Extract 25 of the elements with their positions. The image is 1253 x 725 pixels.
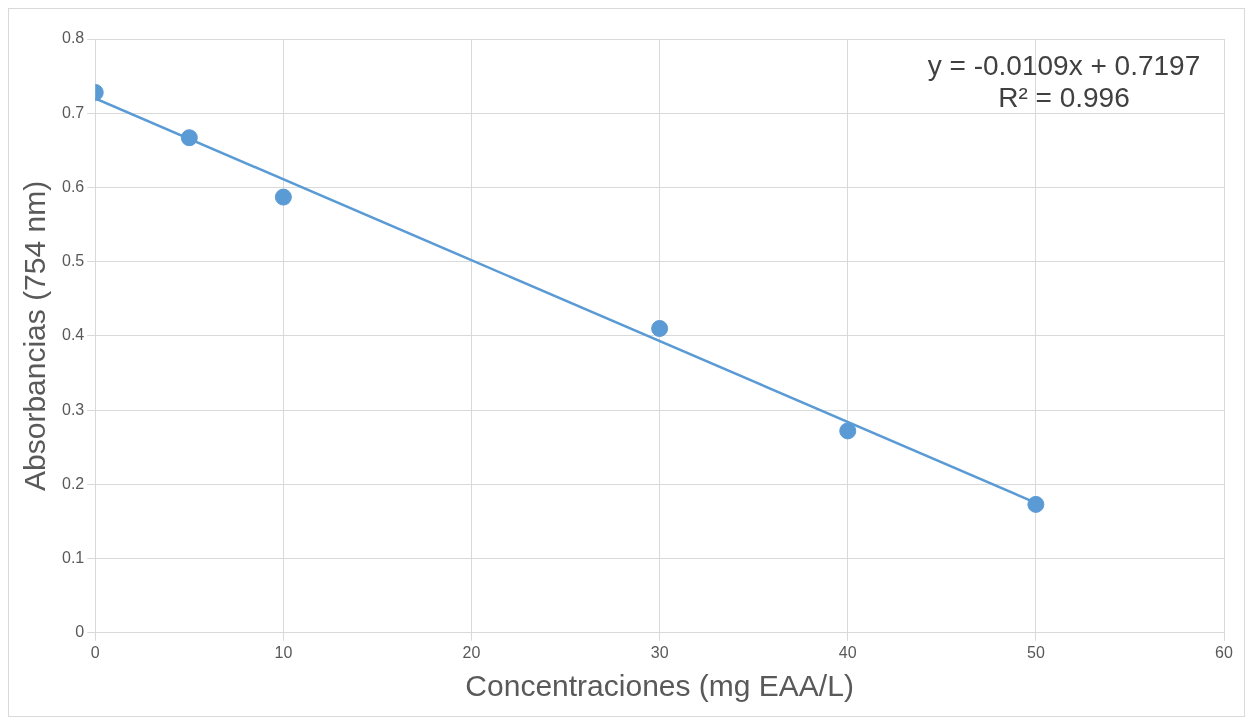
y-tick-label: 0.1 <box>61 548 85 566</box>
x-tick-label: 50 <box>1026 643 1045 661</box>
point <box>1027 495 1045 513</box>
y-tick-label: 0.4 <box>61 326 85 344</box>
x-tick-label: 0 <box>90 643 100 661</box>
y-tick-label: 0 <box>75 623 85 641</box>
y-tick-label: 0.2 <box>61 474 85 492</box>
point <box>180 129 198 147</box>
y-axis-title: Absorbancias (754 nm) <box>18 180 52 491</box>
annotation: R² = 0.996 <box>998 81 1130 113</box>
x-tick-label: 10 <box>274 643 293 661</box>
point <box>651 319 669 337</box>
x-tick-label: 20 <box>462 643 481 661</box>
x-tick-label: 40 <box>838 643 857 661</box>
y-tick-label: 0.6 <box>61 177 85 195</box>
y-tick-label: 0.5 <box>61 252 85 270</box>
x-tick-label: 30 <box>650 643 669 661</box>
point <box>839 422 857 440</box>
y-tick-label: 0.8 <box>61 29 85 47</box>
x-tick-label: 60 <box>1215 643 1233 661</box>
annotation: y = -0.0109x + 0.7197 <box>927 49 1201 81</box>
y-tick-label: 0.7 <box>61 103 85 121</box>
y-tick-label: 0.3 <box>61 400 85 418</box>
x-axis-title: Concentraciones (mg EAA/L) <box>465 669 854 703</box>
point <box>274 188 292 206</box>
